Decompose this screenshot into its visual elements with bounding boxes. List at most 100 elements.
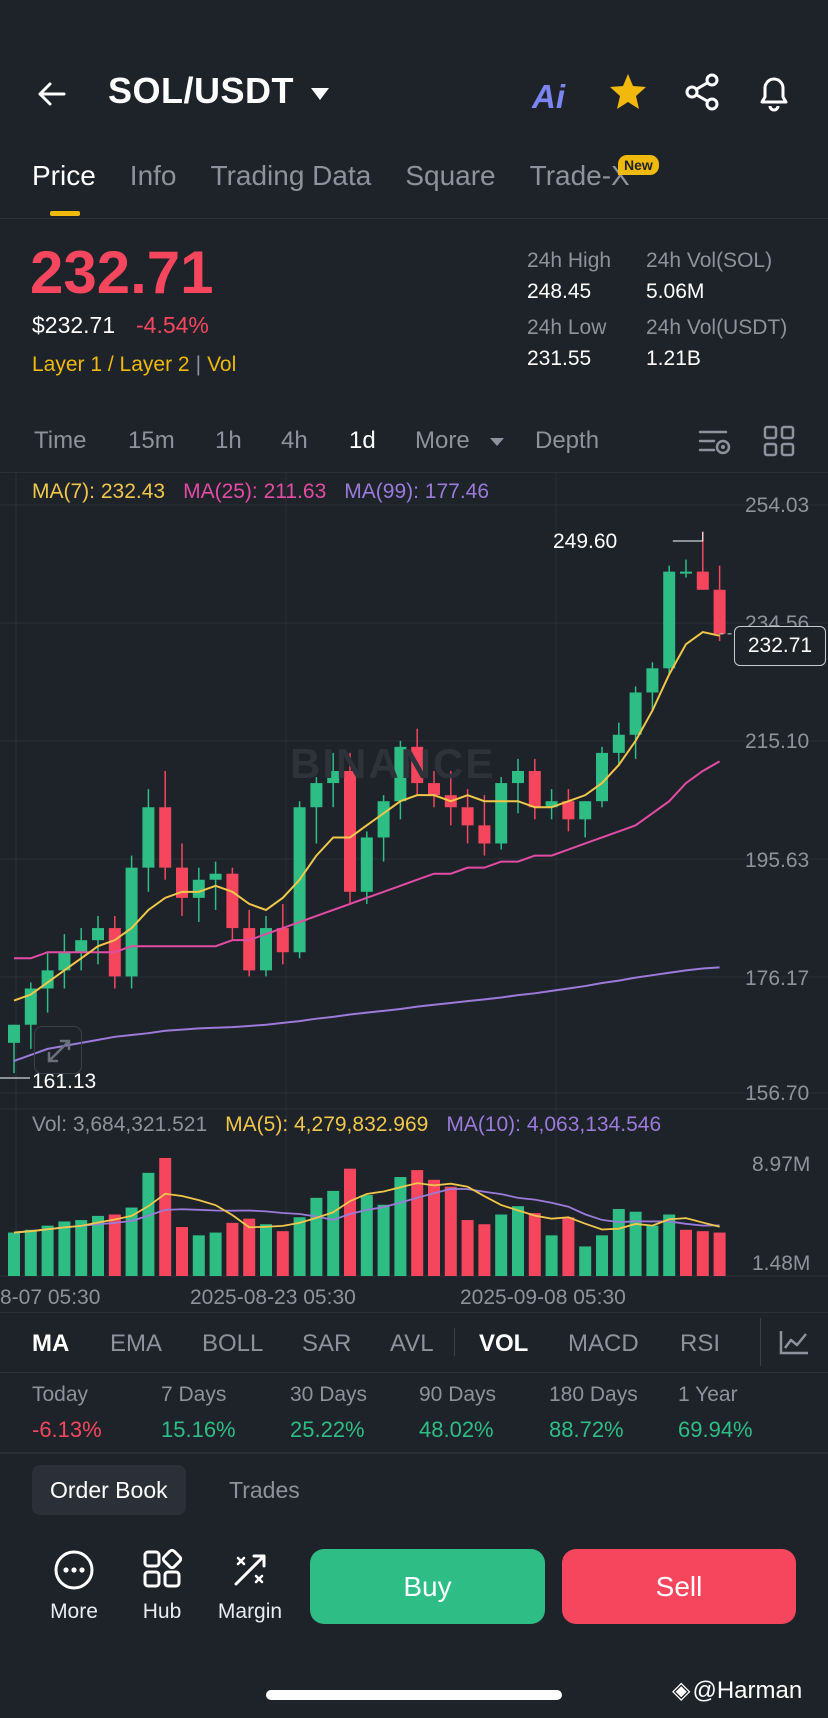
tab-square[interactable]: Square — [405, 160, 496, 191]
candle-body — [226, 873, 239, 929]
indicator-sar[interactable]: SAR — [302, 1330, 352, 1357]
interval-4h[interactable]: 4h — [281, 427, 308, 454]
perf-90d-value: 48.02% — [419, 1417, 494, 1442]
tab-order-book[interactable]: Order Book — [32, 1465, 186, 1515]
tab-info[interactable]: Info — [129, 160, 177, 191]
volume-bar — [24, 1229, 37, 1276]
perf-7d-value: 15.16% — [161, 1417, 236, 1442]
tab-price[interactable]: Price — [32, 160, 96, 191]
caret-down-icon[interactable] — [488, 436, 506, 448]
tab-trading-data[interactable]: Trading Data — [210, 160, 372, 191]
candle-body — [24, 988, 37, 1025]
indicator-macd[interactable]: MACD — [568, 1330, 639, 1357]
pair-title[interactable]: SOL/USDT — [108, 70, 295, 111]
volume-bar — [444, 1186, 457, 1276]
tab-active-indicator — [50, 211, 80, 216]
volume-bar — [528, 1213, 541, 1276]
back-arrow-icon[interactable] — [30, 72, 74, 116]
vol-ma5-label: MA(5): 4,279,832.969 — [225, 1113, 429, 1136]
chart-settings-icon[interactable] — [696, 424, 732, 458]
candle-body — [344, 770, 356, 892]
expand-icon[interactable] — [34, 1026, 82, 1074]
perf-today-value: -6.13% — [32, 1417, 102, 1442]
grid-layout-icon[interactable] — [762, 424, 796, 458]
interval-1d[interactable]: 1d — [349, 427, 376, 454]
bell-icon[interactable] — [752, 70, 796, 114]
price-axis-label: 176.17 — [745, 967, 810, 990]
chevron-down-icon[interactable] — [308, 85, 332, 103]
interval-15m[interactable]: 15m — [128, 427, 175, 454]
buy-button[interactable]: Buy — [310, 1549, 545, 1624]
candle-body — [713, 589, 726, 634]
date-axis-label: 2025-09-08 05:30 — [460, 1286, 626, 1309]
candle-body — [579, 801, 592, 820]
sell-button[interactable]: Sell — [562, 1549, 796, 1624]
volume-axis-label: 1.48M — [752, 1252, 811, 1275]
volume-bar — [92, 1215, 104, 1276]
last-price: 232.71 — [30, 239, 214, 306]
interval-depth[interactable]: Depth — [535, 427, 600, 454]
volume-bar — [142, 1172, 155, 1276]
share-icon[interactable] — [680, 70, 724, 114]
candle-body — [360, 837, 373, 892]
author-credit: ◈@Harman — [672, 1676, 802, 1705]
stat-vol-sol-label: 24h Vol(SOL) — [646, 249, 773, 272]
indicator-separator — [454, 1328, 455, 1356]
indicator-ema[interactable]: EMA — [110, 1330, 163, 1357]
interval-more[interactable]: More — [415, 427, 470, 454]
candle-body — [629, 692, 642, 735]
stat-low-value: 231.55 — [527, 347, 592, 370]
candle-body — [260, 928, 272, 971]
candle-body — [596, 752, 608, 802]
divider — [0, 472, 828, 473]
volume-bar — [75, 1220, 88, 1276]
volume-bar — [579, 1246, 592, 1276]
more-dots-icon[interactable] — [52, 1548, 96, 1592]
candle-body — [192, 879, 205, 898]
candle-body — [209, 873, 222, 880]
candle-body — [680, 571, 692, 574]
fiat-price: $232.71 — [32, 312, 116, 338]
date-axis-label: 8-07 05:30 — [0, 1286, 101, 1309]
candle-body — [58, 952, 71, 971]
candle-body — [394, 746, 407, 802]
interval-time[interactable]: Time — [34, 427, 87, 454]
stat-high-label: 24h High — [527, 249, 612, 272]
vol-ma10-label: MA(10): 4,063,134.546 — [446, 1113, 662, 1136]
ai-icon[interactable]: Ai — [532, 78, 565, 115]
volume-bar — [58, 1221, 71, 1276]
volume-legend: Vol: 3,684,321.521 MA(5): 4,279,832.969 … — [32, 1113, 661, 1137]
volume-bar — [176, 1227, 188, 1276]
home-indicator[interactable] — [266, 1690, 562, 1700]
candlestick-chart[interactable] — [0, 472, 828, 1292]
vol-ma5-line — [13, 1182, 720, 1234]
divider — [0, 1372, 828, 1373]
price-axis-label: 195.63 — [745, 849, 810, 872]
tag-layer[interactable]: Layer 1 / Layer 2 — [32, 353, 190, 376]
indicator-rsi[interactable]: RSI — [680, 1330, 721, 1357]
ma25-label: MA(25): 211.63 — [183, 480, 327, 503]
last-price-marker[interactable]: 232.71 — [734, 626, 826, 666]
stat-vol-usdt-label: 24h Vol(USDT) — [646, 316, 788, 339]
indicator-chart-icon[interactable] — [778, 1328, 810, 1356]
indicator-boll[interactable]: BOLL — [202, 1330, 264, 1357]
indicator-ma[interactable]: MA — [32, 1330, 70, 1357]
margin-label[interactable]: Margin — [217, 1600, 283, 1623]
hub-label[interactable]: Hub — [142, 1600, 182, 1623]
vol-ma10-line — [13, 1187, 720, 1234]
perf-30d-value: 25.22% — [290, 1417, 365, 1442]
candle-body — [696, 571, 709, 590]
margin-icon[interactable] — [228, 1548, 272, 1592]
tag-vol[interactable]: Vol — [207, 353, 237, 376]
indicator-vol[interactable]: VOL — [479, 1330, 529, 1357]
perf-30d-label: 30 Days — [290, 1383, 368, 1406]
tab-trade-x[interactable]: Trade-X — [529, 160, 630, 191]
interval-1h[interactable]: 1h — [215, 427, 242, 454]
tab-trades[interactable]: Trades — [229, 1477, 300, 1503]
divider — [0, 1452, 828, 1454]
star-favorite-icon[interactable] — [606, 70, 650, 114]
more-label[interactable]: More — [50, 1600, 98, 1623]
volume-bar — [226, 1222, 239, 1276]
indicator-avl[interactable]: AVL — [390, 1330, 434, 1357]
hub-icon[interactable] — [140, 1548, 184, 1592]
